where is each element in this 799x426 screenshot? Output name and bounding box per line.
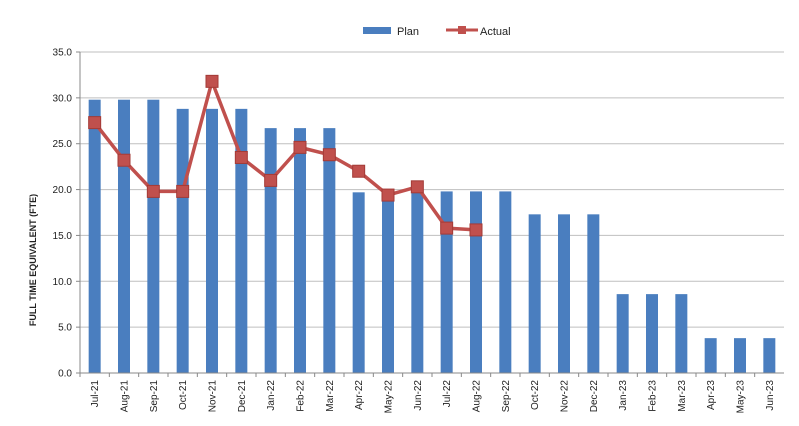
actual-point <box>293 140 307 154</box>
x-tick-label: Aug-21 <box>120 380 131 413</box>
x-tick-label: May-22 <box>384 380 395 414</box>
y-tick-label: 15.0 <box>53 231 73 242</box>
actual-point <box>469 223 483 237</box>
y-tick-label: 0.0 <box>58 369 72 380</box>
x-tick-label: Dec-22 <box>589 380 600 413</box>
plan-bar <box>646 294 658 373</box>
actual-point <box>88 116 102 130</box>
plan-bar <box>323 128 336 373</box>
actual-point <box>381 188 395 202</box>
plan-bar <box>176 108 189 373</box>
plan-bar <box>675 294 688 373</box>
plan-bar <box>264 128 277 373</box>
plan-bar <box>616 294 629 373</box>
legend-actual-label: Actual <box>480 26 511 38</box>
actual-point <box>234 150 248 164</box>
actual-point <box>176 184 190 198</box>
x-tick-label: Apr-22 <box>354 380 365 410</box>
y-tick-label: 25.0 <box>53 139 73 150</box>
plan-bar <box>734 338 746 373</box>
actual-point <box>440 221 454 235</box>
actual-point <box>410 180 424 194</box>
plan-bar <box>587 214 600 373</box>
plan-bars <box>88 99 776 373</box>
x-tick-label: Jan-23 <box>618 380 629 411</box>
y-axis-title: FULL TIME EQUIVALENT (FTE) <box>28 194 38 326</box>
x-tick-label: Sep-21 <box>149 380 160 413</box>
plan-bar <box>118 99 130 373</box>
y-tick-label: 10.0 <box>53 277 73 288</box>
legend: Plan Actual <box>363 26 511 38</box>
actual-point <box>322 148 336 162</box>
legend-actual-marker <box>458 26 466 34</box>
x-axis-ticks: Jul-21 Aug-21 Sep-21 Oct-21 Nov-21 Dec-21 Jan-… <box>79 373 776 414</box>
x-tick-label: Oct-21 <box>178 380 189 410</box>
x-tick-label: Sep-22 <box>501 380 512 413</box>
plan-bar <box>440 191 453 373</box>
x-tick-label: Jul-22 <box>442 380 453 408</box>
plan-bar <box>499 191 512 373</box>
actual-series <box>88 74 483 237</box>
legend-plan-swatch <box>363 27 391 34</box>
x-tick-label: Aug-22 <box>472 380 483 413</box>
plan-bar <box>294 128 306 373</box>
y-tick-label: 30.0 <box>53 93 73 104</box>
x-tick-label: Nov-21 <box>208 380 219 413</box>
x-tick-label: Feb-22 <box>296 380 307 412</box>
actual-point <box>264 173 278 187</box>
y-tick-label: 20.0 <box>53 185 73 196</box>
x-tick-label: Mar-22 <box>325 380 336 412</box>
actual-point <box>146 184 160 198</box>
y-axis-ticks: 0.0 5.0 10.0 15.0 20.0 25.0 30.0 35.0 <box>53 48 80 380</box>
plan-bar <box>558 214 570 373</box>
x-tick-label: Feb-23 <box>648 380 659 412</box>
actual-point <box>352 164 366 178</box>
actual-point <box>205 74 219 88</box>
plan-bar <box>352 192 365 373</box>
plan-bar <box>763 338 776 373</box>
x-tick-label: Jul-21 <box>90 380 101 408</box>
x-tick-label: Mar-23 <box>677 380 688 412</box>
plan-bar <box>206 108 218 373</box>
x-tick-label: May-23 <box>736 380 747 414</box>
plan-bar <box>470 191 482 373</box>
plan-bar <box>88 99 101 373</box>
actual-point <box>117 153 131 167</box>
x-tick-label: Oct-22 <box>530 380 541 410</box>
plan-bar <box>704 338 717 373</box>
x-tick-label: Dec-21 <box>237 380 248 413</box>
plan-bar <box>411 192 424 373</box>
x-tick-label: Jan-22 <box>266 380 277 411</box>
x-tick-label: Apr-23 <box>706 380 717 410</box>
x-tick-label: Nov-22 <box>560 380 571 413</box>
y-tick-label: 35.0 <box>53 48 73 59</box>
plan-bar <box>528 214 541 373</box>
plan-bar <box>147 99 160 373</box>
x-tick-label: Jun-22 <box>413 380 424 411</box>
y-tick-label: 5.0 <box>58 323 72 334</box>
plan-bar <box>235 108 248 373</box>
x-tick-label: Jun-23 <box>765 380 776 411</box>
legend-plan-label: Plan <box>397 26 419 38</box>
plan-bar <box>382 192 394 373</box>
